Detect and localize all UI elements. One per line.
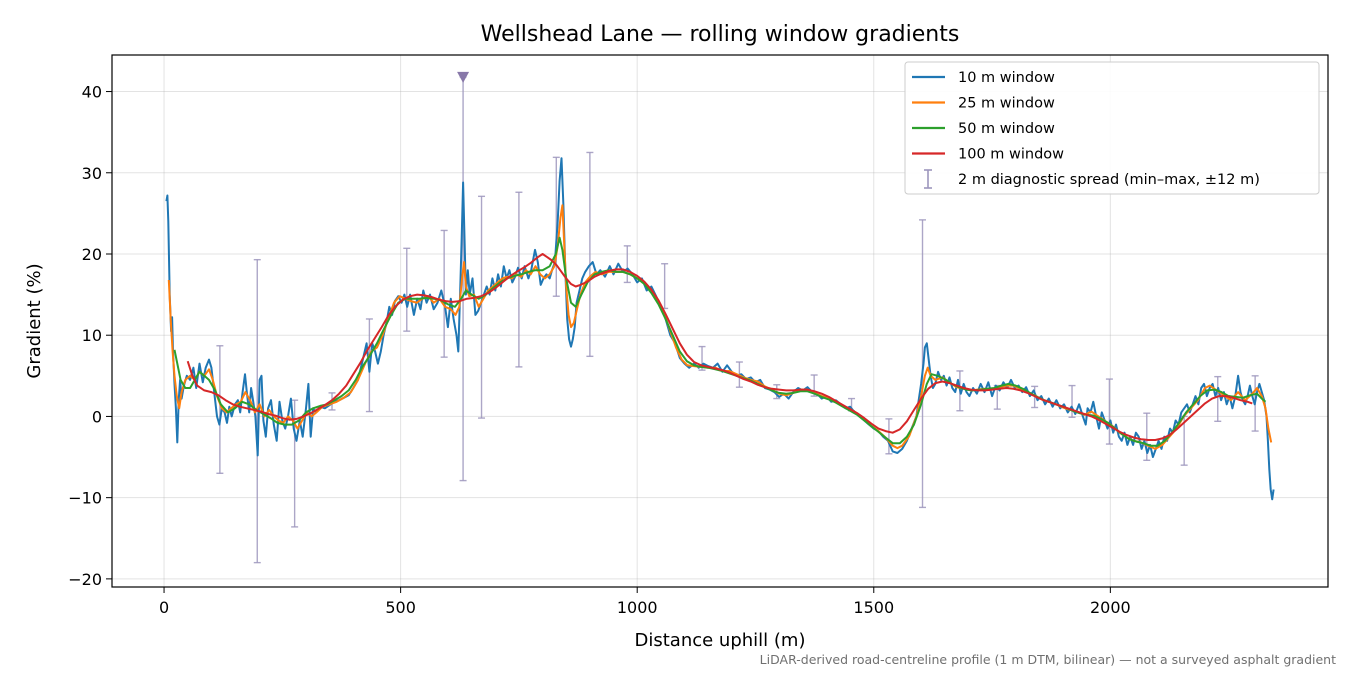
y-tick-label: 40 [82, 83, 102, 102]
x-tick-label: 1500 [853, 598, 894, 617]
legend-entry: 2 m diagnostic spread (min–max, ±12 m) [924, 169, 1260, 189]
legend-box [904, 61, 1320, 195]
legend-label: 2 m diagnostic spread (min–max, ±12 m) [958, 172, 1260, 188]
errorbar [515, 191, 523, 368]
y-tick-label: −20 [68, 570, 102, 589]
legend-label: 25 m window [958, 96, 1055, 112]
errorbar [586, 151, 594, 358]
legend-entry: 50 m window [912, 121, 1055, 137]
peak-marker [457, 71, 470, 83]
y-axis-ticks: −20 −10 0 10 20 30 40 [68, 83, 112, 589]
y-tick-label: 0 [92, 407, 102, 426]
errorbar [552, 156, 560, 297]
errorbar [623, 245, 631, 284]
chart-title: Wellshead Lane — rolling window gradient… [481, 22, 960, 47]
errorbar [403, 247, 411, 332]
y-tick-label: 20 [82, 245, 102, 264]
x-tick-label: 0 [159, 598, 169, 617]
legend-entry: 25 m window [912, 96, 1055, 112]
errorbar [1214, 375, 1222, 423]
errorbar [1105, 378, 1113, 445]
y-tick-label: 30 [82, 164, 102, 183]
errorbar [1068, 384, 1076, 418]
footnote: LiDAR-derived road-centreline profile (1… [760, 652, 1336, 667]
y-tick-label: 10 [82, 326, 102, 345]
series-lines [165, 157, 1275, 501]
x-axis-label: Distance uphill (m) [635, 630, 806, 651]
errorbar [291, 399, 299, 528]
y-axis-label: Gradient (%) [24, 263, 45, 378]
x-tick-label: 2000 [1090, 598, 1131, 617]
plot-frame [111, 54, 1329, 588]
errorbar [440, 229, 448, 358]
peak-marker-group [457, 71, 470, 83]
diagnostic-spread-errorbars [216, 76, 1259, 564]
x-axis-ticks: 0 500 1000 1500 2000 [159, 587, 1131, 617]
legend-label: 100 m window [958, 147, 1064, 163]
series-line-4 [186, 253, 1253, 441]
x-tick-label: 1000 [617, 598, 658, 617]
errorbar [478, 195, 486, 419]
errorbar [216, 345, 224, 474]
errorbar [885, 418, 893, 455]
legend-entry: 10 m window [912, 70, 1055, 86]
legend: 10 m window 25 m window 50 m window 100 m w… [904, 61, 1320, 195]
legend-entry: 100 m window [912, 147, 1064, 163]
x-tick-label: 500 [385, 598, 416, 617]
y-tick-label: −10 [68, 489, 102, 508]
legend-label: 10 m window [958, 70, 1055, 86]
legend-label: 50 m window [958, 121, 1055, 137]
